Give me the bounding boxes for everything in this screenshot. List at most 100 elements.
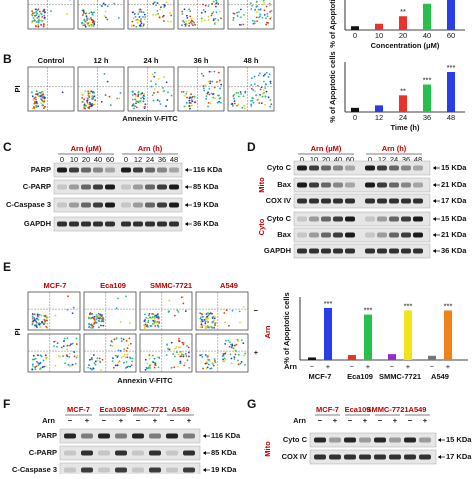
flow-dot [250, 2, 252, 4]
flow-dot [212, 321, 214, 323]
arrow-head [433, 183, 436, 187]
flow-dot [93, 25, 95, 27]
flow-dot [43, 99, 45, 101]
flow-dot [239, 322, 241, 324]
flow-dot [39, 324, 41, 326]
lane-label: 0 [124, 155, 128, 164]
flow-dot [191, 96, 193, 98]
band [413, 199, 423, 204]
treatment-sign: − [102, 416, 107, 425]
flow-dot [184, 95, 186, 97]
flow-dot [100, 325, 102, 327]
flow-dot [91, 14, 93, 16]
flow-dot [113, 367, 115, 369]
flow-dot [158, 323, 160, 325]
flow-dot [95, 360, 97, 362]
flow-dot [83, 23, 85, 25]
treatment-sign: + [446, 362, 451, 371]
flow-dot [208, 19, 210, 21]
flow-dot [152, 355, 154, 357]
flow-dot [232, 19, 234, 21]
flow-dot [209, 71, 211, 73]
flow-dot [94, 104, 96, 106]
section-label: Cyto [257, 218, 266, 235]
y-axis-label: PI [13, 328, 22, 335]
flow-dot [186, 15, 188, 17]
kda-label: 21 KDa [441, 180, 467, 189]
flow-dot [85, 21, 87, 23]
flow-dot [131, 21, 133, 23]
flow-dot [234, 103, 236, 105]
flow-dot [254, 91, 256, 93]
flow-dot [144, 14, 146, 16]
flow-dot [123, 356, 125, 358]
kda-label: 36 KDa [193, 219, 219, 228]
band [297, 233, 307, 238]
flow-dot [154, 358, 156, 360]
band [57, 168, 67, 173]
flow-dot [189, 23, 191, 25]
row-label: GAPDH [264, 246, 291, 255]
flow-dot [213, 365, 215, 367]
arrow-head [433, 233, 436, 237]
flow-dot [210, 71, 212, 73]
band [377, 217, 387, 222]
flow-dot [115, 355, 117, 357]
flow-dot [91, 359, 93, 361]
flow-dot [41, 105, 43, 107]
flow-dot [45, 315, 47, 317]
flow-dot [228, 325, 230, 327]
treatment-sign: − [170, 416, 175, 425]
flow-dot [208, 5, 210, 7]
flow-dot [190, 102, 192, 104]
band [93, 222, 103, 227]
flow-dot [162, 87, 164, 89]
band [121, 185, 131, 190]
flow-dot [32, 95, 34, 97]
flow-dot [101, 101, 103, 103]
flow-dot [211, 3, 213, 5]
flow-dot [188, 347, 190, 349]
flow-dot [116, 337, 118, 339]
flow-dot [212, 317, 214, 319]
flow-dot [40, 102, 42, 104]
flow-dot [211, 326, 213, 328]
band [321, 199, 331, 204]
flow-dot [154, 322, 156, 324]
flow-dot [92, 367, 94, 369]
flow-dot [183, 356, 185, 358]
flow-dot [34, 15, 36, 17]
flow-dot [261, 17, 263, 19]
flow-dot [36, 318, 38, 320]
flow-dot [208, 88, 210, 90]
flow-dot [132, 94, 134, 96]
flow-dot [184, 8, 186, 10]
flow-dot [43, 359, 45, 361]
band [333, 217, 343, 222]
flow-plot [140, 292, 192, 330]
flow-dot [40, 93, 42, 95]
flow-dot [234, 345, 236, 347]
flow-dot [81, 101, 83, 103]
band [413, 166, 423, 171]
section-label: Mito [263, 441, 272, 457]
flow-dot [32, 108, 34, 110]
flow-dot [270, 103, 272, 105]
flow-dot [153, 100, 155, 102]
flow-dot [158, 326, 160, 328]
flow-dot [219, 79, 221, 81]
flow-dot [40, 13, 42, 15]
flow-dot [176, 351, 178, 353]
flow-dot [31, 91, 33, 93]
treatment-sign: − [378, 416, 383, 425]
flow-dot [146, 363, 148, 365]
flow-dot [220, 84, 222, 86]
flow-dot [140, 9, 142, 11]
flow-dot [95, 318, 97, 320]
flow-dot [172, 353, 174, 355]
significance: *** [444, 301, 453, 310]
flow-dot [85, 13, 87, 15]
flow-dot [181, 13, 183, 15]
flow-dot [142, 100, 144, 102]
flow-dot [157, 316, 159, 318]
